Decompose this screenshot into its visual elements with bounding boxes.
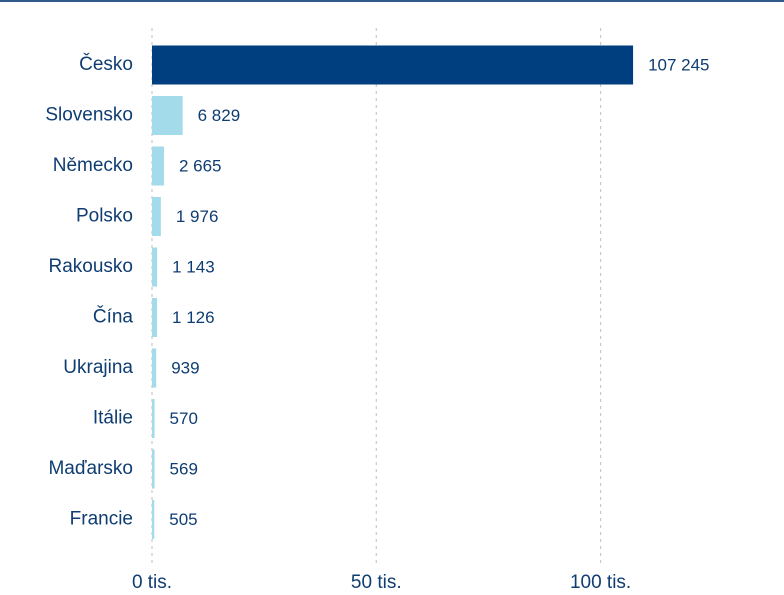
y-tick-label: Česko <box>79 53 133 75</box>
bar <box>152 197 161 236</box>
bar <box>152 500 155 539</box>
bar <box>152 298 158 337</box>
bar <box>152 45 634 85</box>
value-label: 6 829 <box>198 106 241 125</box>
y-tick-label: Německo <box>53 155 133 176</box>
bar <box>152 96 183 135</box>
value-label: 569 <box>170 459 198 478</box>
y-tick-label: Ukrajina <box>63 357 133 378</box>
bar <box>152 449 155 489</box>
bar <box>152 348 157 388</box>
value-label: 1 143 <box>172 257 215 276</box>
value-label: 939 <box>171 358 199 377</box>
value-label: 505 <box>169 510 197 529</box>
value-label: 1 126 <box>172 308 215 327</box>
x-tick-label: 100 tis. <box>570 572 631 593</box>
y-tick-label: Itálie <box>93 408 133 429</box>
bar <box>152 247 158 287</box>
y-tick-label: Polsko <box>76 206 133 227</box>
bar <box>152 146 164 186</box>
y-tick-label: Rakousko <box>49 256 134 277</box>
y-tick-label: Čína <box>93 306 134 328</box>
top-border <box>0 0 784 2</box>
value-label: 570 <box>170 409 198 428</box>
y-tick-label: Francie <box>70 509 133 530</box>
x-tick-label: 0 tis. <box>132 572 172 593</box>
y-tick-label: Slovensko <box>45 105 133 126</box>
value-label: 1 976 <box>176 207 219 226</box>
value-label: 2 665 <box>179 156 222 175</box>
x-tick-label: 50 tis. <box>351 572 402 593</box>
y-tick-label: Maďarsko <box>48 458 133 479</box>
value-label: 107 245 <box>648 55 709 74</box>
bar <box>152 399 155 438</box>
